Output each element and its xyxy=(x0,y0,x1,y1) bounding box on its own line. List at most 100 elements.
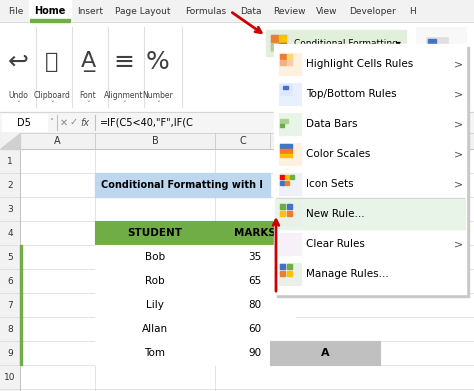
Bar xyxy=(0,133,474,391)
Bar xyxy=(215,341,270,365)
Text: A: A xyxy=(321,348,329,358)
Bar xyxy=(287,211,292,216)
Bar xyxy=(20,245,22,269)
Text: Clipboard: Clipboard xyxy=(34,91,71,100)
Text: %: % xyxy=(146,50,170,74)
Text: Top/Bottom Rules: Top/Bottom Rules xyxy=(306,89,397,99)
Bar xyxy=(280,60,286,65)
Bar xyxy=(287,264,292,269)
Bar xyxy=(437,46,445,52)
Bar xyxy=(279,233,301,255)
Bar xyxy=(280,204,285,209)
Bar xyxy=(271,43,278,50)
Text: 90: 90 xyxy=(248,348,262,358)
Bar xyxy=(95,173,270,197)
Text: Allan: Allan xyxy=(142,324,168,334)
Text: Data: Data xyxy=(240,7,262,16)
Text: Home: Home xyxy=(34,6,66,16)
Text: E: E xyxy=(427,136,433,146)
Bar xyxy=(287,271,292,276)
Bar xyxy=(280,144,292,148)
Bar xyxy=(95,221,215,245)
Bar xyxy=(280,84,292,89)
Bar xyxy=(279,43,286,50)
Bar xyxy=(266,30,406,56)
Bar xyxy=(279,143,301,165)
Bar xyxy=(290,175,294,179)
Bar xyxy=(287,204,292,209)
Text: Formulas: Formulas xyxy=(185,7,227,16)
Text: ⬜: ⬜ xyxy=(46,52,59,72)
Bar xyxy=(280,54,286,59)
Text: 9: 9 xyxy=(7,348,13,357)
Bar xyxy=(280,264,285,269)
Bar xyxy=(95,269,215,293)
Text: Manage Rules...: Manage Rules... xyxy=(306,269,389,279)
Text: A: A xyxy=(54,136,61,146)
Bar xyxy=(280,114,292,118)
Bar xyxy=(279,173,301,195)
Text: 4: 4 xyxy=(7,228,13,237)
Text: Alignment: Alignment xyxy=(104,91,144,100)
Bar xyxy=(279,35,286,42)
Text: Rob: Rob xyxy=(145,276,165,286)
Bar xyxy=(20,341,22,365)
Bar xyxy=(0,133,474,149)
Text: 65: 65 xyxy=(248,276,262,286)
Text: 35: 35 xyxy=(248,252,262,262)
Bar xyxy=(274,44,466,294)
Text: Lily: Lily xyxy=(146,300,164,310)
Bar xyxy=(215,269,295,293)
Text: H: H xyxy=(410,7,416,16)
Bar xyxy=(215,245,295,269)
Text: ✕: ✕ xyxy=(60,118,68,127)
Text: ˅: ˅ xyxy=(122,101,126,107)
Bar xyxy=(0,149,20,391)
Text: >: > xyxy=(455,149,464,159)
Text: File: File xyxy=(9,7,24,16)
Bar xyxy=(285,181,289,185)
Bar xyxy=(0,0,474,22)
Text: >: > xyxy=(455,179,464,189)
Text: 80: 80 xyxy=(248,300,262,310)
Bar xyxy=(0,112,474,133)
PathPatch shape xyxy=(0,133,20,149)
Text: Page Layout: Page Layout xyxy=(115,7,171,16)
Text: >: > xyxy=(455,119,464,129)
Text: Tom: Tom xyxy=(145,348,165,358)
Text: Undo: Undo xyxy=(8,91,28,100)
Text: Conditional Formatting: Conditional Formatting xyxy=(294,38,398,47)
Text: >: > xyxy=(455,239,464,249)
Bar xyxy=(275,199,465,229)
Bar xyxy=(95,317,215,341)
Text: >: > xyxy=(455,59,464,69)
Text: 6: 6 xyxy=(7,276,13,285)
Bar xyxy=(271,35,278,42)
Text: Developer: Developer xyxy=(350,7,396,16)
Bar xyxy=(0,133,20,149)
Bar xyxy=(285,175,289,179)
Bar xyxy=(280,154,292,157)
Text: Insert: Insert xyxy=(77,7,103,16)
Bar xyxy=(95,341,215,365)
Text: Cells: Cells xyxy=(428,90,446,99)
Text: New Rule...: New Rule... xyxy=(306,209,365,219)
Text: =IF(C5<40,"F",IF(C: =IF(C5<40,"F",IF(C xyxy=(100,118,194,127)
Text: B: B xyxy=(152,136,158,146)
Text: C: C xyxy=(239,136,246,146)
Bar xyxy=(279,113,301,135)
Bar xyxy=(20,293,22,317)
Text: 10: 10 xyxy=(4,373,16,382)
Text: 2: 2 xyxy=(7,181,13,190)
Text: ˅: ˅ xyxy=(86,101,90,107)
Text: Number: Number xyxy=(143,91,173,100)
Bar xyxy=(30,19,70,22)
Text: Review: Review xyxy=(273,7,305,16)
Bar xyxy=(280,181,284,185)
Bar xyxy=(20,269,22,293)
Bar xyxy=(279,83,301,105)
Text: 5: 5 xyxy=(7,253,13,262)
Text: fx: fx xyxy=(81,118,90,127)
Text: Icon Sets: Icon Sets xyxy=(306,179,354,189)
Bar xyxy=(20,149,474,391)
